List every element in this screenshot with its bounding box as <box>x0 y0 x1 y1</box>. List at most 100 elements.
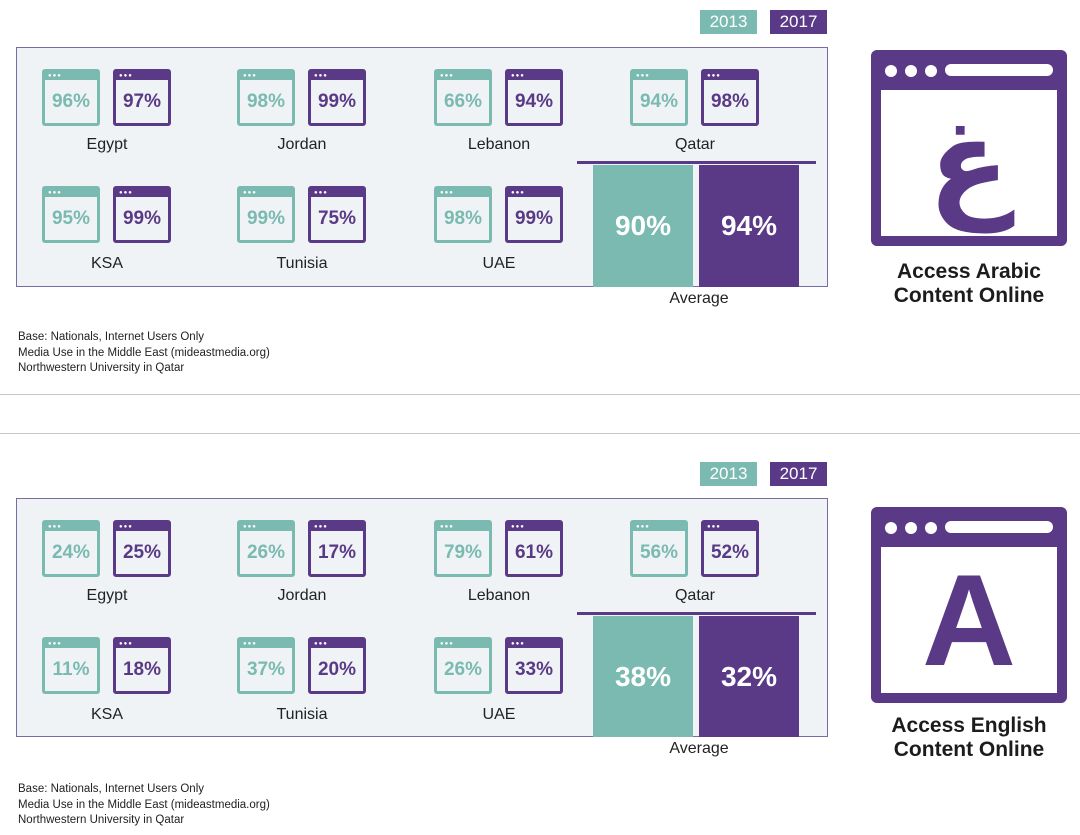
value-2013: 79% <box>443 542 483 563</box>
window-dots-icon: ●●● <box>119 524 133 530</box>
window-title-bar <box>240 523 292 531</box>
country-label: Egypt <box>86 136 128 153</box>
value-2017: 61% <box>514 542 554 563</box>
value-2013: 96% <box>51 91 91 112</box>
source-line: Media Use in the Middle East (mideastmed… <box>18 798 270 811</box>
window-dots-icon: ●●● <box>119 190 133 196</box>
browser-window-icon: ●●● 75% <box>308 186 366 243</box>
value-2017: 25% <box>122 542 162 563</box>
address-bar-icon <box>945 64 1053 76</box>
window-dots-icon: ●●● <box>243 190 257 196</box>
browser-window-icon: ●●● 61% <box>505 520 563 577</box>
window-title-bar <box>45 189 97 197</box>
window-dots-icon: ●●● <box>119 73 133 79</box>
window-title-bar <box>633 523 685 531</box>
window-dots-icon: ●●● <box>511 524 525 530</box>
value-2017: 18% <box>122 659 162 680</box>
browser-window-icon: ●●● 95% <box>42 186 100 243</box>
browser-window-icon: ●●● 79% <box>434 520 492 577</box>
window-dots-icon: ●●● <box>707 73 721 79</box>
country-label: Tunisia <box>276 255 328 272</box>
value-2017: 17% <box>317 542 357 563</box>
browser-window-icon: ●●● 98% <box>434 186 492 243</box>
window-dots-icon: ●●● <box>707 524 721 530</box>
window-dots-icon: ●●● <box>440 641 454 647</box>
window-title-bar <box>311 189 363 197</box>
source-line: Base: Nationals, Internet Users Only <box>18 783 204 795</box>
value-2013: 26% <box>246 542 286 563</box>
window-dots-icon: ●●● <box>636 73 650 79</box>
window-dots-icon: ●●● <box>636 524 650 530</box>
average-divider <box>577 161 816 164</box>
window-dots-icon: ●●● <box>119 641 133 647</box>
country-label: UAE <box>482 255 516 272</box>
average-bar-2013: 38% <box>593 616 693 737</box>
value-2017: 99% <box>122 208 162 229</box>
window-dots-icon: ●●● <box>440 190 454 196</box>
browser-window-icon: ●●● 26% <box>237 520 295 577</box>
window-dots-icon: ●●● <box>314 524 328 530</box>
value-2013: 26% <box>443 659 483 680</box>
letter-a-window-icon: A <box>871 507 1067 703</box>
browser-window-icon: ●●● 99% <box>308 69 366 126</box>
average-divider <box>577 612 816 615</box>
window-title-bar <box>508 72 560 80</box>
dot-icon <box>925 65 937 77</box>
country-label: Qatar <box>674 136 715 153</box>
country-label: Egypt <box>86 587 128 604</box>
window-dots-icon: ●●● <box>243 524 257 530</box>
value-2013: 11% <box>52 659 90 680</box>
browser-window-icon: ●●● 24% <box>42 520 100 577</box>
window-dots-icon: ●●● <box>48 524 62 530</box>
browser-window-icon: ●●● 33% <box>505 637 563 694</box>
address-bar-icon <box>945 521 1053 533</box>
average-label: Average <box>669 290 729 307</box>
window-title-bar <box>311 640 363 648</box>
value-2017: 98% <box>710 91 750 112</box>
dot-icon <box>885 65 897 77</box>
window-dots-icon <box>885 514 945 540</box>
source-note: Base: Nationals, Internet Users Only Medi… <box>18 330 270 377</box>
browser-window-icon: ●●● 56% <box>630 520 688 577</box>
dot-icon <box>925 522 937 534</box>
browser-window-icon: ●●● 97% <box>113 69 171 126</box>
dot-icon <box>905 65 917 77</box>
value-2017: 33% <box>514 659 554 680</box>
window-dots-icon: ●●● <box>48 73 62 79</box>
window-dots-icon: ●●● <box>440 73 454 79</box>
browser-window-icon: ●●● 11% <box>42 637 100 694</box>
chart-title: Access Arabic Content Online <box>893 260 1045 307</box>
browser-window-icon: ●●● 98% <box>701 69 759 126</box>
dot-icon <box>885 522 897 534</box>
chart-title: Access English Content Online <box>891 714 1047 761</box>
value-2013: 56% <box>639 542 679 563</box>
window-title-bar <box>240 189 292 197</box>
window-title-bar <box>704 72 756 80</box>
browser-window-icon: ●●● 99% <box>113 186 171 243</box>
browser-window-icon: ●●● 26% <box>434 637 492 694</box>
window-title-bar <box>437 72 489 80</box>
country-label: KSA <box>90 255 123 272</box>
source-line: Media Use in the Middle East (mideastmed… <box>18 346 270 359</box>
source-line: Base: Nationals, Internet Users Only <box>18 331 204 343</box>
value-2013: 95% <box>51 208 91 229</box>
window-title-bar <box>45 523 97 531</box>
window-dots-icon: ●●● <box>314 190 328 196</box>
browser-window-icon: ●●● 99% <box>237 186 295 243</box>
window-dots-icon <box>885 57 945 83</box>
value-2017: 94% <box>514 91 554 112</box>
browser-window-icon: ●●● 96% <box>42 69 100 126</box>
value-2013: 24% <box>51 542 91 563</box>
window-title-bar <box>508 189 560 197</box>
browser-window-icon: ●●● 52% <box>701 520 759 577</box>
country-label: Lebanon <box>467 136 531 153</box>
window-title-bar <box>116 523 168 531</box>
browser-window-icon: ●●● 17% <box>308 520 366 577</box>
dot-icon <box>905 522 917 534</box>
average-bar-2017: 94% <box>699 165 799 287</box>
window-title-bar <box>45 640 97 648</box>
value-2013: 66% <box>443 91 483 112</box>
window-title-bar <box>116 640 168 648</box>
country-label: Qatar <box>674 587 715 604</box>
value-2013: 94% <box>639 91 679 112</box>
